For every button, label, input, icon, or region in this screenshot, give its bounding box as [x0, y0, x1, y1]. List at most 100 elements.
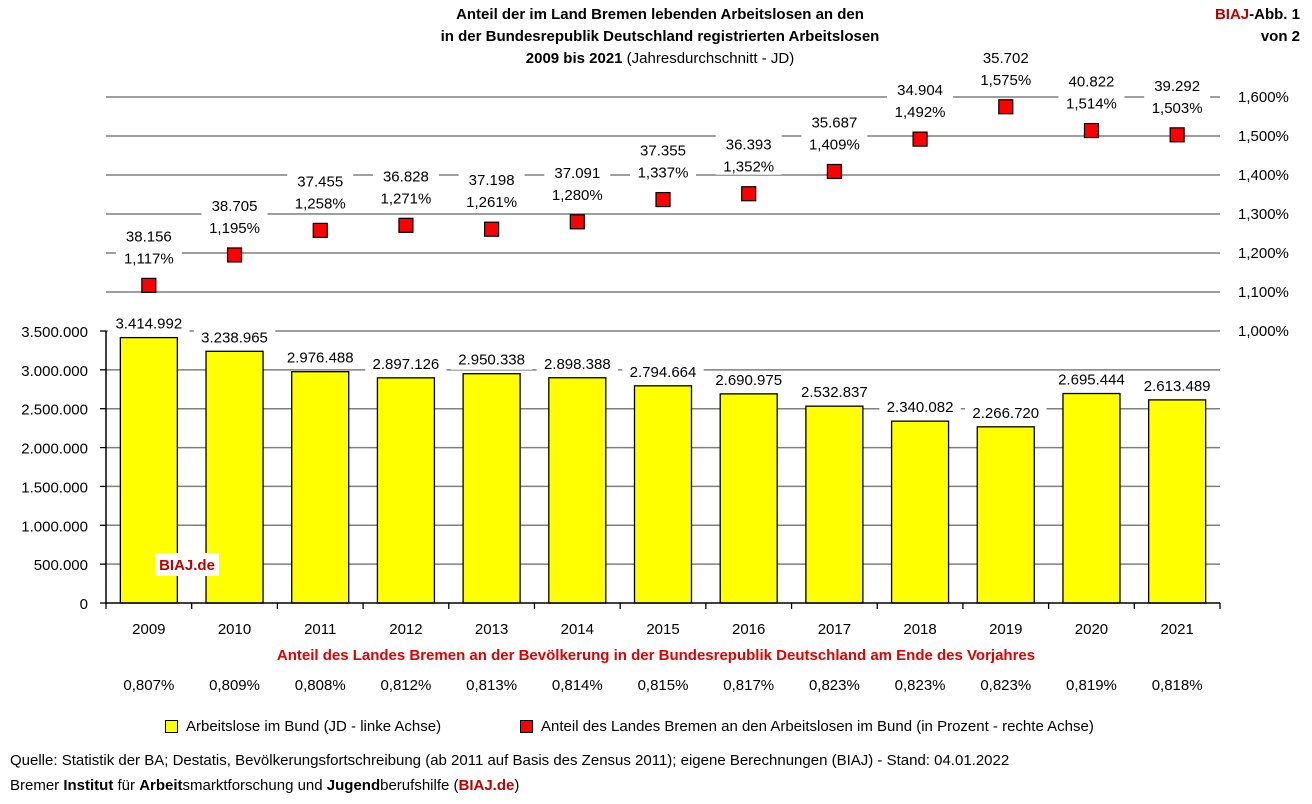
marker-label-bg	[544, 162, 611, 203]
legend-item-markers: Anteil des Landes Bremen an den Arbeitsl…	[520, 718, 1094, 735]
marker-2013	[484, 221, 500, 237]
inst-part-8: BIAJ.de	[458, 777, 515, 794]
left-axis-tick-label: 1.000.000	[21, 518, 88, 535]
bar-value-label-bg	[193, 329, 276, 348]
right-axis-tick-label: 1,000%	[1238, 323, 1289, 340]
x-axis-label-2013: 2013	[475, 621, 508, 638]
marker-2017	[826, 163, 842, 180]
x-axis-label-2021: 2021	[1160, 621, 1193, 638]
source-note: Quelle: Statistik der BA; Destatis, Bevö…	[10, 752, 1010, 769]
marker-2016	[741, 186, 757, 202]
bar-2011	[291, 371, 350, 604]
marker-percent-label-2021: 1,503%	[1152, 100, 1203, 117]
marker-percent-label-2010: 1,195%	[209, 220, 260, 237]
bar-value-label-bg	[450, 351, 533, 370]
bar-value-label-2010: 3.238.965	[201, 329, 268, 346]
marker-percent-label-2020: 1,514%	[1066, 96, 1117, 113]
population-share-2015: 0,815%	[637, 677, 689, 694]
population-share-title: Anteil des Landes Bremen an der Bevölker…	[276, 647, 1036, 664]
marker-percent-label-2017: 1,409%	[809, 136, 860, 153]
legend-marker-label: Anteil des Landes Bremen an den Arbeitsl…	[541, 718, 1094, 735]
bar-2018	[890, 420, 950, 604]
inst-part-3: für	[113, 777, 140, 794]
inst-part-9: )	[514, 777, 520, 794]
bar-value-label-2016: 2.690.975	[715, 372, 782, 389]
x-axis-label-2011: 2011	[304, 621, 336, 638]
marker-label-bg	[115, 226, 182, 267]
x-axis-label-2020: 2020	[1075, 621, 1108, 638]
bar-value-label-bg	[965, 404, 1047, 423]
inst-part-7: berufshilfe (	[380, 777, 459, 794]
marker-count-label-2017: 35.687	[811, 114, 857, 131]
population-share-2017: 0,823%	[808, 677, 860, 694]
bar-value-label-bg	[879, 399, 961, 418]
badge-page: von 2	[1260, 28, 1300, 45]
institute-note: Bremer Institut für Arbeitsmarktforschun…	[10, 777, 519, 794]
watermark: BIAJ.de	[159, 557, 215, 574]
legend-bar-swatch	[165, 720, 178, 733]
population-share-2009: 0,807%	[123, 677, 175, 694]
bar-value-label-2013: 2.950.338	[458, 352, 525, 369]
marker-label-bg	[972, 47, 1039, 88]
marker-count-label-2018: 34.904	[897, 82, 943, 99]
inst-part-5: smarktforschung und	[182, 777, 327, 794]
marker-count-label-2016: 36.393	[726, 137, 772, 154]
bar-value-label-2009: 3.414.992	[115, 316, 182, 333]
bar-value-label-bg	[365, 355, 447, 374]
bar-2017	[805, 405, 864, 604]
bar-value-label-bg	[279, 349, 361, 368]
bar-value-label-2014: 2.898.388	[544, 356, 611, 373]
left-axis-tick-label: 500.000	[34, 557, 88, 574]
left-axis-tick-label: 3.500.000	[21, 324, 88, 341]
bar-value-label-2020: 2.695.444	[1058, 372, 1125, 389]
inst-part-4: Arbeit	[139, 777, 183, 794]
bar-2021	[1148, 399, 1207, 604]
marker-2011	[312, 222, 328, 238]
bar-value-label-bg	[108, 315, 190, 334]
inst-part-6: Jugend	[326, 777, 381, 794]
marker-2020	[1083, 122, 1100, 139]
population-share-2014: 0,814%	[551, 677, 603, 694]
marker-percent-label-2014: 1,280%	[552, 187, 603, 204]
population-share-2016: 0,817%	[723, 677, 775, 694]
x-axis-label-2014: 2014	[561, 621, 594, 638]
bar-2019	[976, 426, 1035, 604]
marker-label-bg	[372, 166, 439, 207]
marker-count-label-2021: 39.292	[1154, 78, 1200, 95]
bar-2013	[462, 373, 521, 604]
left-axis-tick-label: 0	[80, 596, 88, 613]
combo-chart: 1,000% 1,100% 1,200% 1,300% 1,400% 1,500% 1,60…	[21, 47, 1289, 638]
x-axis-label-2015: 2015	[646, 621, 679, 638]
x-axis-label-2017: 2017	[818, 621, 851, 638]
badge-figure-number: -Abb. 1	[1249, 6, 1300, 23]
left-axis-tick-label: 1.500.000	[21, 479, 88, 496]
legend-item-bars: Arbeitslose im Bund (JD - linke Achse)	[165, 718, 441, 735]
marker-count-label-2015: 37.355	[640, 143, 686, 160]
marker-label-bg	[1058, 71, 1125, 112]
marker-2009	[141, 277, 157, 293]
marker-2018	[912, 131, 928, 147]
x-axis-label-2012: 2012	[389, 621, 422, 638]
inst-part-1: Bremer	[10, 777, 64, 794]
bar-value-label-2018: 2.340.082	[887, 399, 954, 416]
bar-value-label-bg	[622, 363, 704, 382]
right-axis-tick-label: 1,100%	[1238, 284, 1289, 301]
marker-count-label-2009: 38.156	[126, 228, 172, 245]
marker-percent-label-2016: 1,352%	[723, 159, 774, 176]
right-axis-tick-label: 1,400%	[1238, 167, 1289, 184]
bar-value-label-bg	[793, 384, 876, 403]
right-axis-tick-label: 1,300%	[1238, 206, 1289, 223]
population-share-2011: 0,808%	[294, 677, 346, 694]
bar-2015	[633, 385, 693, 604]
bar-value-label-bg	[707, 371, 790, 390]
bar-2020	[1062, 392, 1121, 604]
badge-brand: BIAJ	[1214, 6, 1250, 23]
marker-label-bg	[887, 80, 954, 121]
marker-percent-label-2012: 1,271%	[380, 190, 431, 207]
population-share-2020: 0,819%	[1066, 677, 1117, 694]
legend: Arbeitslose im Bund (JD - linke Achse) A…	[0, 718, 1312, 740]
figure-badge: BIAJ-Abb. 1 von 2	[1215, 4, 1300, 48]
x-axis-label-2018: 2018	[903, 621, 936, 638]
watermark-bg	[155, 553, 219, 576]
marker-label-bg	[630, 140, 696, 181]
